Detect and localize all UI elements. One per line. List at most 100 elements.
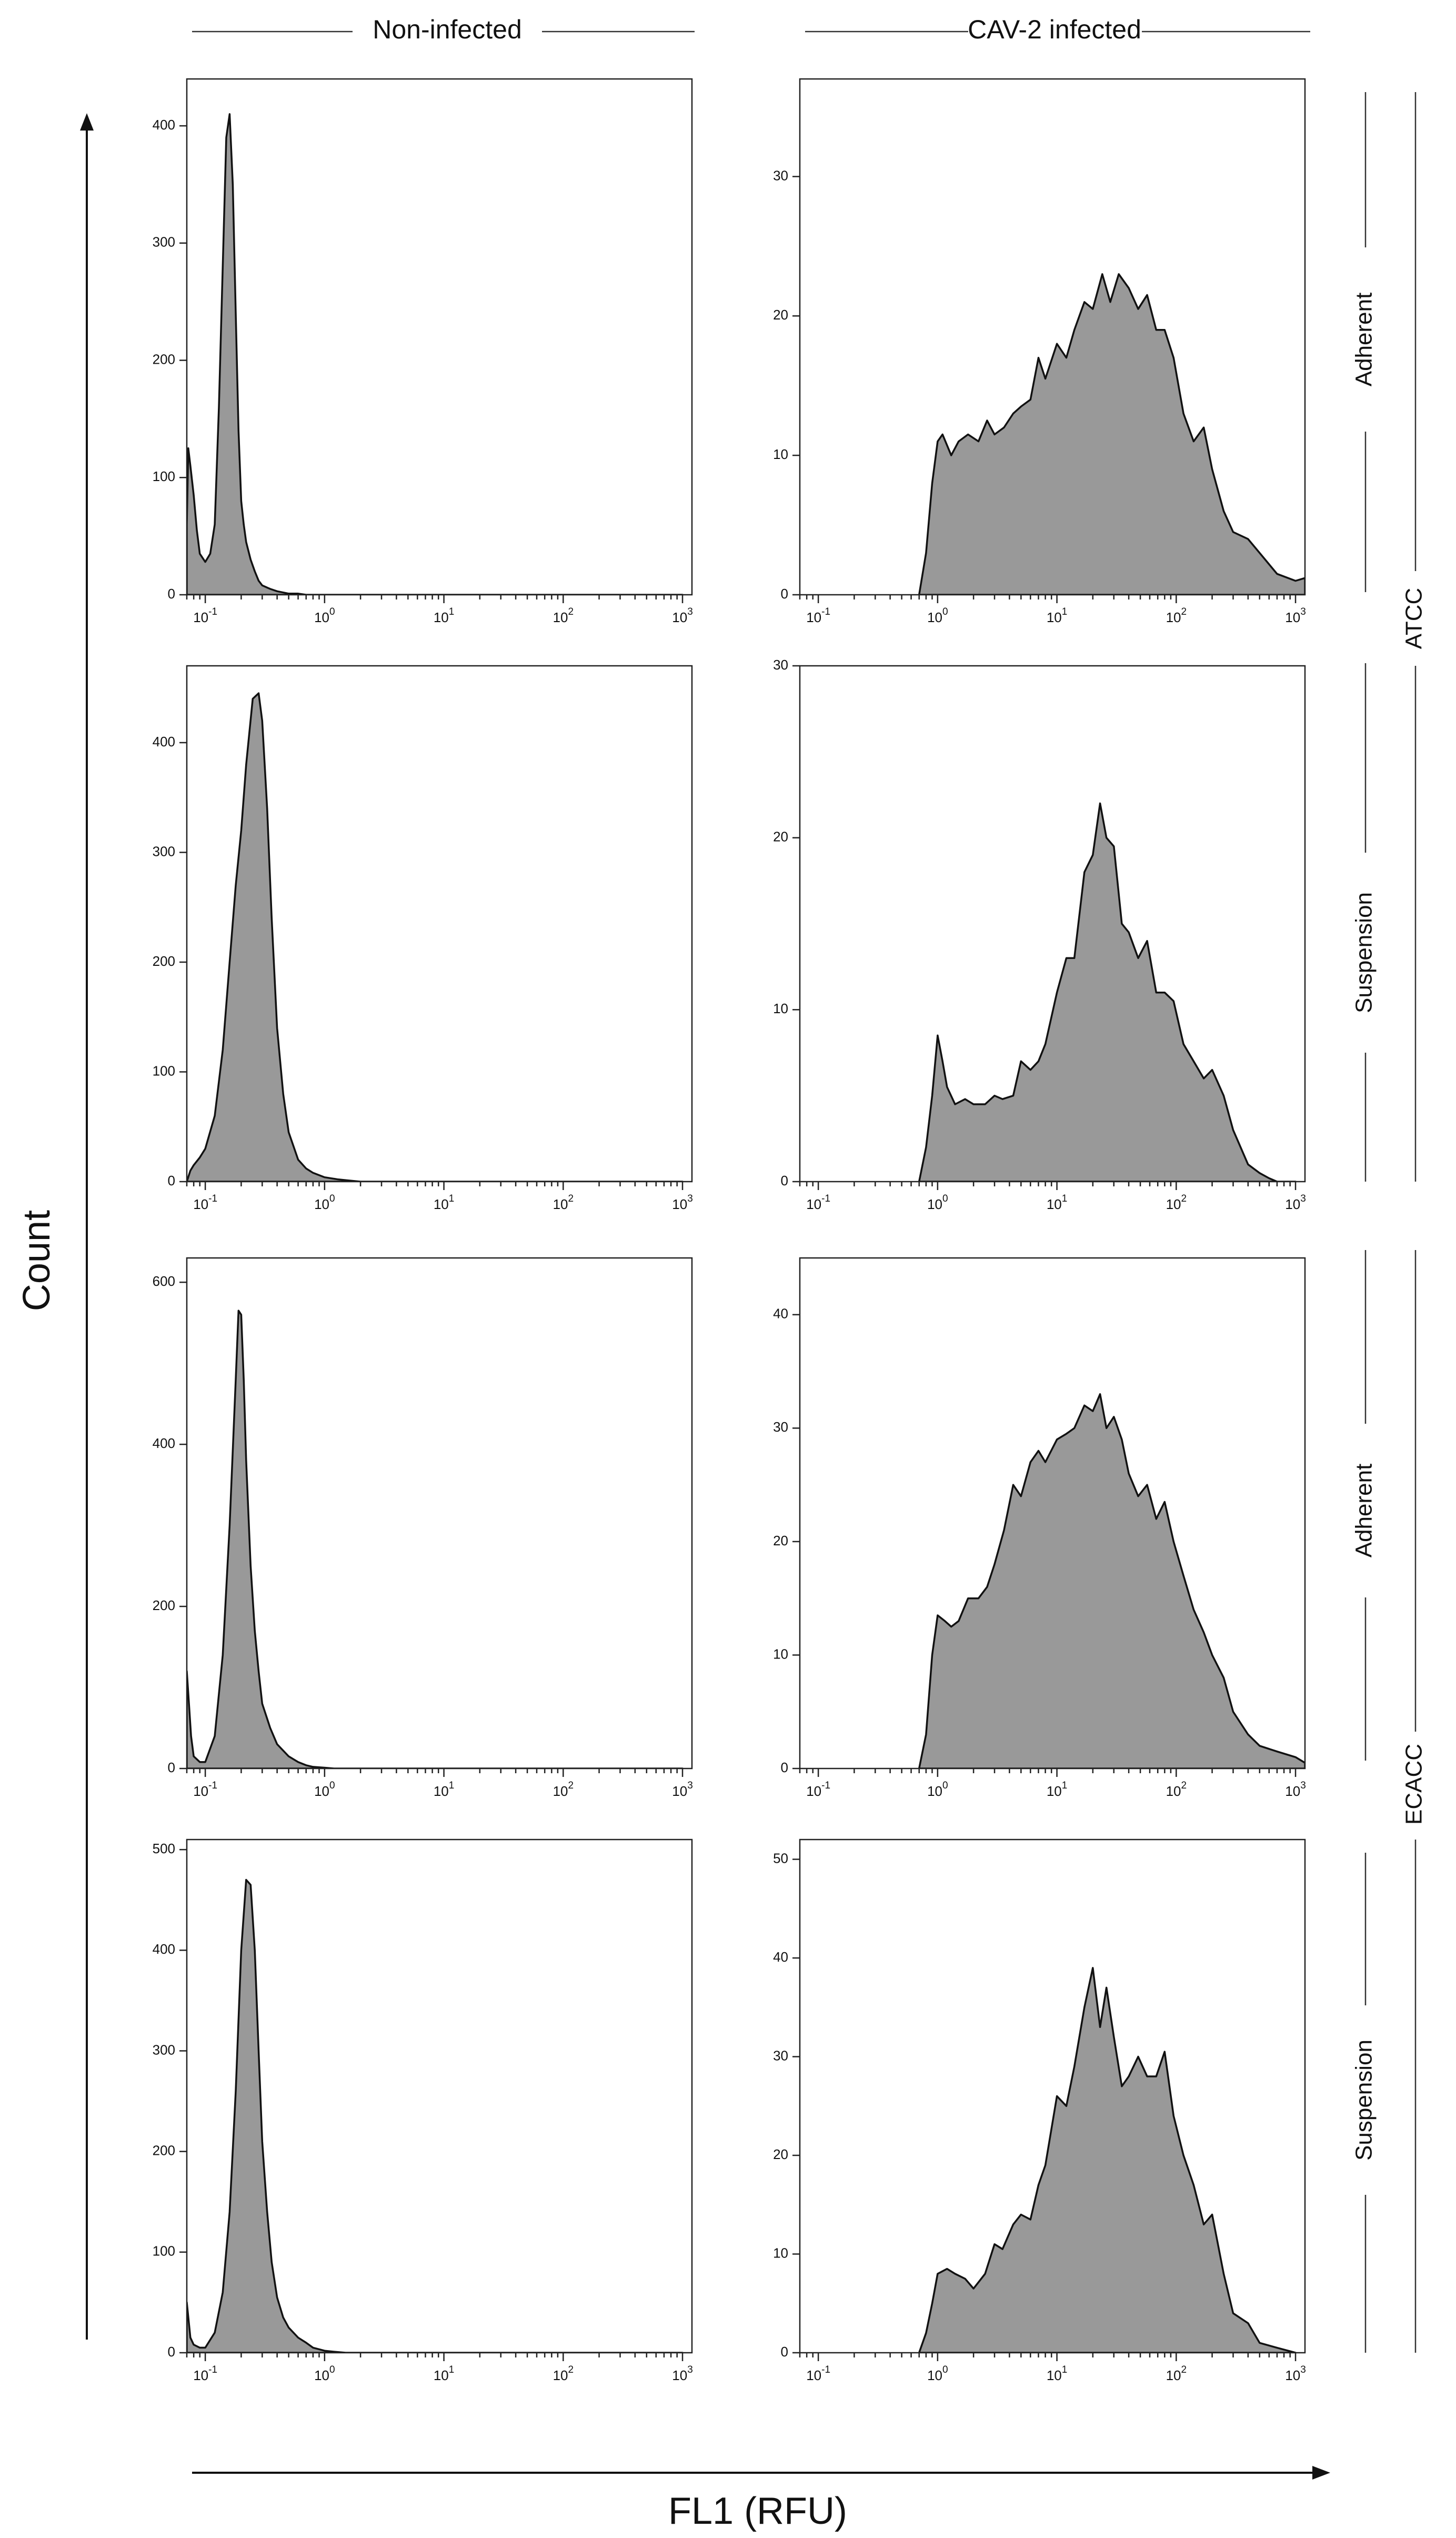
y-tick-label: 0 (781, 2344, 788, 2360)
histogram-panel: 10-1 100 101 102 103 0 100 200 300 400 (153, 665, 693, 1212)
x-tick-label: 102 (1166, 2364, 1187, 2383)
histogram-panel: 10-1 100 101 102 103 0 10 20 30 (773, 657, 1306, 1212)
panel-frame (799, 78, 1306, 596)
x-tick-label: 100 (314, 2364, 335, 2383)
y-tick-label: 20 (773, 829, 788, 845)
y-tick-label: 200 (153, 351, 175, 367)
x-tick-label: 10-1 (806, 606, 830, 625)
x-tick-label: 100 (927, 1780, 948, 1799)
x-tick-label: 102 (553, 1780, 574, 1799)
y-tick-label: 200 (153, 953, 175, 969)
y-tick-label: 0 (781, 1760, 788, 1775)
figure-headers: Non-infected CAV-2 infected Adherent Sus… (16, 15, 1427, 2532)
y-tick-label: 30 (773, 657, 788, 673)
x-tick-label: 100 (314, 1780, 335, 1799)
x-tick-label: 103 (672, 1780, 693, 1799)
panel-frame (186, 665, 693, 1183)
y-tick-label: 300 (153, 843, 175, 859)
histogram-panel: 10-1 100 101 102 103 0 10 20 30 40 50 (773, 1838, 1306, 2383)
histogram-area (187, 1310, 684, 1768)
x-tick-label: 100 (927, 1193, 948, 1212)
histogram-panel: 10-1 100 101 102 103 0 100 200 300 400 500 (153, 1838, 693, 2383)
y-tick-label: 400 (153, 117, 175, 133)
x-tick-label: 10-1 (806, 1780, 830, 1799)
y-tick-label: 50 (773, 1850, 788, 1866)
y-tick-label: 100 (153, 2243, 175, 2259)
y-tick-label: 100 (153, 1063, 175, 1078)
panel-frame (799, 1257, 1306, 1770)
x-tick-label: 10-1 (193, 2364, 217, 2383)
row-label-1: Suspension (1351, 892, 1377, 1013)
histogram-panel: 10-1 100 101 102 103 0 200 400 600 (153, 1257, 693, 1799)
x-tick-label: 101 (434, 1780, 455, 1799)
x-tick-label: 101 (1047, 1193, 1068, 1212)
x-tick-label: 10-1 (193, 1193, 217, 1212)
y-tick-label: 20 (773, 2146, 788, 2162)
row-label-3: Suspension (1351, 2040, 1377, 2161)
x-tick-label: 102 (553, 606, 574, 625)
x-tick-label: 100 (927, 2364, 948, 2383)
x-tick-label: 103 (1285, 606, 1306, 625)
y-tick-label: 40 (773, 1306, 788, 1322)
x-tick-label: 101 (1047, 2364, 1068, 2383)
x-tick-label: 101 (434, 606, 455, 625)
y-tick-label: 10 (773, 1001, 788, 1016)
y-tick-label: 0 (168, 1760, 175, 1775)
x-tick-label: 102 (553, 2364, 574, 2383)
y-tick-label: 0 (781, 586, 788, 602)
y-tick-label: 100 (153, 468, 175, 484)
y-tick-label: 0 (781, 1173, 788, 1188)
y-tick-label: 10 (773, 2245, 788, 2261)
histogram-area (918, 1967, 1297, 2353)
histogram-area (918, 802, 1297, 1182)
y-tick-label: 400 (153, 734, 175, 750)
panel-frame (799, 665, 1306, 1183)
histogram-area (918, 1393, 1305, 1768)
histogram-panel: 10-1 100 101 102 103 0 10 20 30 (773, 78, 1306, 625)
y-tick-label: 30 (773, 167, 788, 183)
y-tick-label: 200 (153, 1597, 175, 1613)
panel-frame (186, 78, 693, 596)
panel-frame (799, 1838, 1306, 2354)
histogram-panel: 10-1 100 101 102 103 0 10 20 30 40 (773, 1257, 1306, 1799)
y-tick-label: 10 (773, 1646, 788, 1662)
histogram-area (187, 1878, 684, 2353)
histogram-area (918, 273, 1305, 595)
x-axis-title: FL1 (RFU) (668, 2490, 847, 2532)
histogram-area (187, 692, 684, 1182)
y-tick-label: 300 (153, 234, 175, 250)
x-tick-label: 103 (672, 2364, 693, 2383)
y-tick-label: 20 (773, 1533, 788, 1548)
y-tick-label: 0 (168, 2344, 175, 2360)
x-tick-label: 102 (553, 1193, 574, 1212)
x-tick-label: 100 (314, 1193, 335, 1212)
y-axis-title: Count (16, 1210, 58, 1311)
x-tick-label: 103 (672, 606, 693, 625)
group-label-atcc: ATCC (1401, 588, 1427, 650)
x-tick-label: 103 (1285, 2364, 1306, 2383)
x-tick-label: 101 (434, 2364, 455, 2383)
panel-frame (186, 1838, 693, 2354)
x-tick-label: 100 (314, 606, 335, 625)
x-tick-label: 101 (1047, 606, 1068, 625)
y-tick-label: 10 (773, 446, 788, 462)
group-label-ecacc: ECACC (1401, 1744, 1427, 1825)
histogram-panel: 10-1 100 101 102 103 0 100 200 300 400 (153, 78, 693, 625)
x-tick-label: 103 (1285, 1780, 1306, 1799)
panel-frame (186, 1257, 693, 1770)
y-tick-label: 30 (773, 2047, 788, 2063)
y-tick-label: 400 (153, 1941, 175, 1957)
x-tick-label: 101 (434, 1193, 455, 1212)
col-title-non-infected: Non-infected (373, 15, 522, 44)
y-tick-label: 300 (153, 2042, 175, 2057)
y-tick-label: 0 (168, 1173, 175, 1188)
y-tick-label: 200 (153, 2143, 175, 2159)
x-tick-label: 10-1 (193, 606, 217, 625)
x-tick-label: 101 (1047, 1780, 1068, 1799)
y-tick-label: 30 (773, 1419, 788, 1435)
y-tick-label: 400 (153, 1435, 175, 1451)
row-label-0: Adherent (1351, 293, 1377, 387)
y-tick-label: 20 (773, 307, 788, 323)
